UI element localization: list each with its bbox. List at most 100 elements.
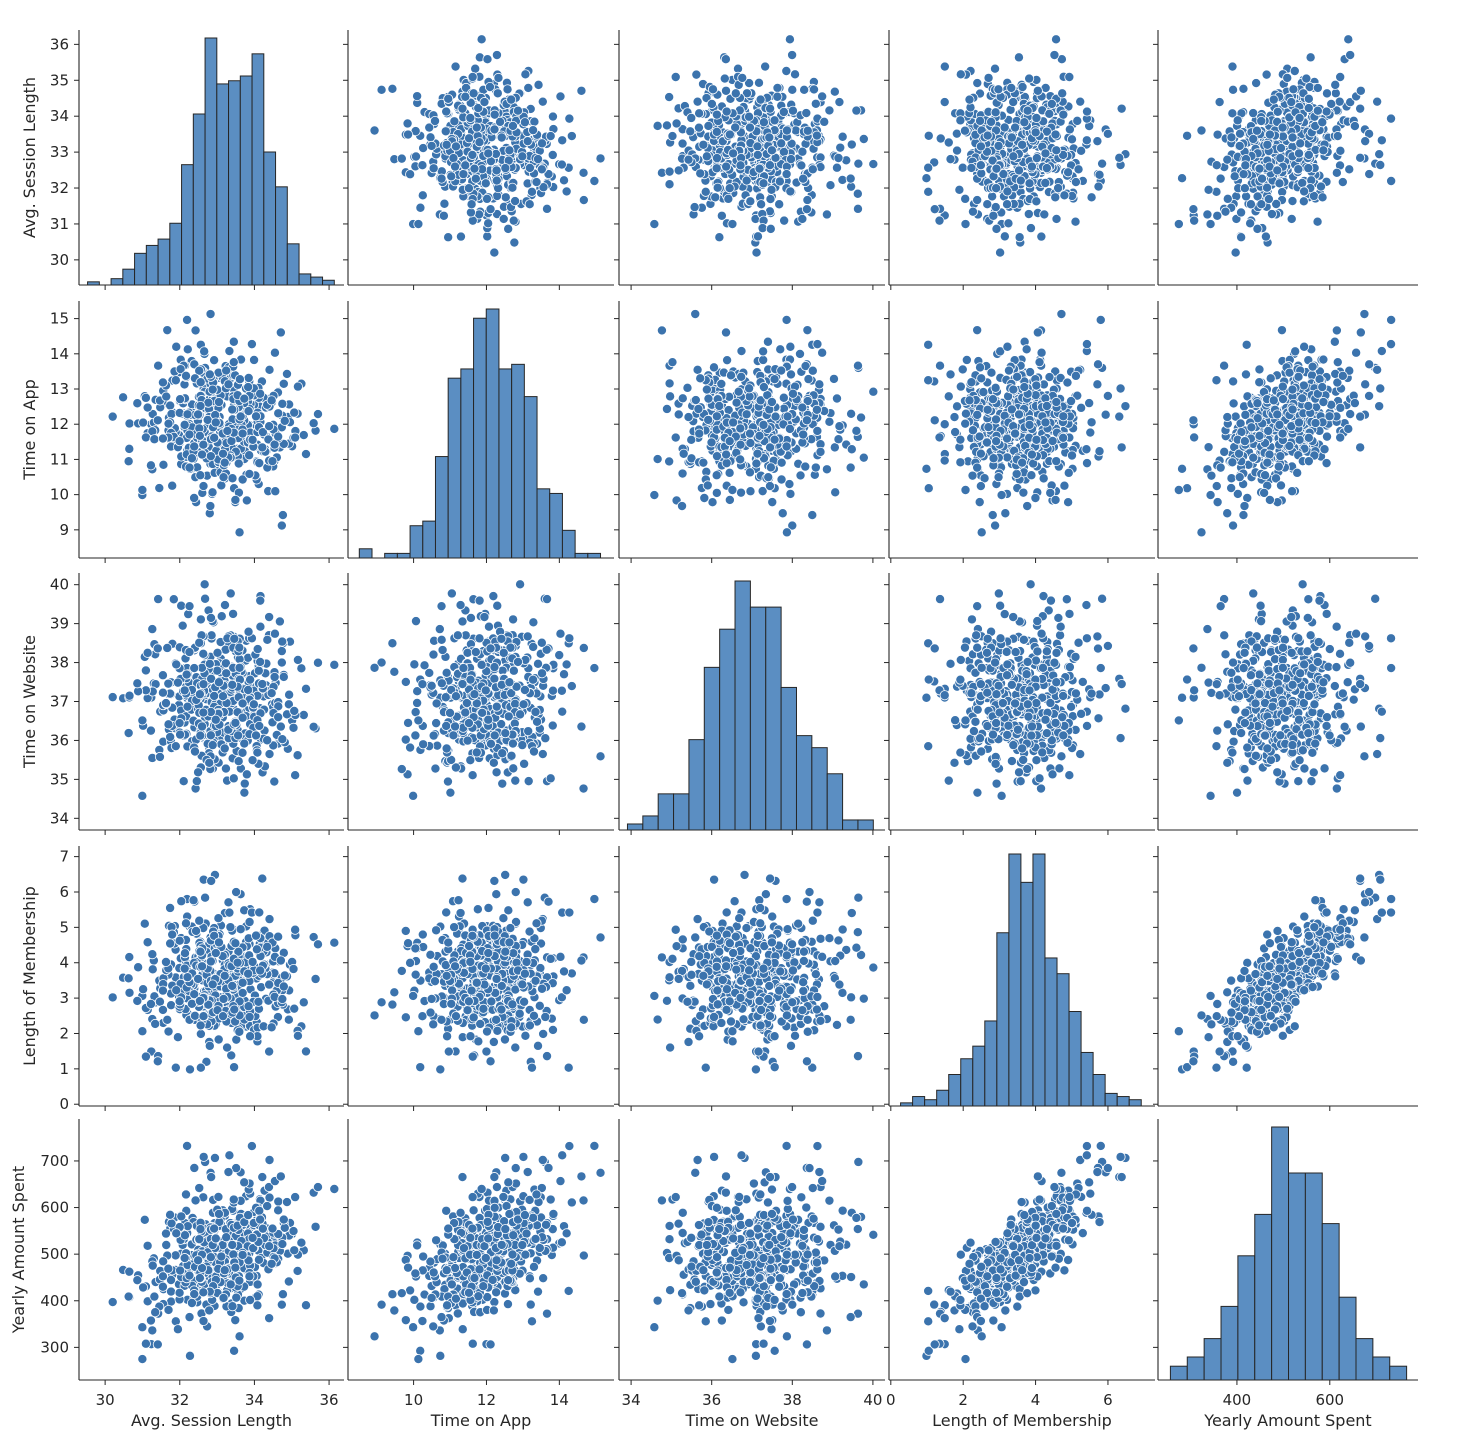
- scatter-point: [1238, 510, 1249, 521]
- scatter-point: [403, 129, 414, 140]
- scatter-point: [1094, 169, 1105, 180]
- scatter-point: [1268, 94, 1279, 105]
- scatter-point: [519, 117, 530, 128]
- y-tick-label: 15: [50, 310, 69, 328]
- scatter-point: [952, 145, 963, 156]
- scatter-point: [972, 195, 983, 206]
- scatter-point: [1205, 219, 1216, 230]
- y-tick-label: 11: [50, 450, 69, 468]
- scatter-point: [157, 377, 168, 388]
- scatter-point: [722, 355, 733, 366]
- scatter-point: [443, 93, 454, 104]
- scatter-point: [264, 612, 275, 623]
- scatter-point: [446, 171, 457, 182]
- scatter-point: [1236, 232, 1247, 243]
- y-tick-label: 38: [50, 654, 69, 672]
- scatter-point: [1318, 397, 1329, 408]
- scatter-point: [683, 412, 694, 423]
- scatter-point: [990, 520, 1001, 531]
- scatter-point: [1086, 192, 1097, 203]
- scatter-point: [787, 84, 798, 95]
- panel-time-on-app-vs-time-on-website: [614, 301, 885, 563]
- scatter-point: [1018, 487, 1029, 498]
- scatter-point: [1222, 193, 1233, 204]
- scatter-point: [239, 738, 250, 749]
- scatter-point: [270, 486, 281, 497]
- scatter-point: [824, 105, 835, 116]
- scatter-point: [1298, 196, 1309, 207]
- scatter-point: [1024, 419, 1035, 430]
- scatter-point: [1337, 177, 1348, 188]
- scatter-point: [209, 690, 220, 701]
- scatter-point: [1321, 106, 1332, 117]
- scatter-point: [292, 654, 303, 665]
- scatter-point: [1374, 149, 1385, 160]
- scatter-point: [531, 177, 542, 188]
- scatter-point: [983, 422, 994, 433]
- scatter-point: [797, 213, 808, 224]
- scatter-point: [1030, 390, 1041, 401]
- scatter-point: [157, 670, 168, 681]
- scatter-point: [436, 634, 447, 645]
- scatter-point: [237, 428, 248, 439]
- scatter-point: [764, 160, 775, 171]
- scatter-point: [227, 679, 238, 690]
- scatter-point: [329, 423, 340, 434]
- scatter-point: [664, 92, 675, 103]
- scatter-point: [755, 94, 766, 105]
- scatter-point: [157, 433, 168, 444]
- scatter-point: [1070, 216, 1081, 227]
- scatter-point: [1081, 339, 1092, 350]
- scatter-point: [686, 434, 697, 445]
- scatter-point: [545, 131, 556, 142]
- scatter-point: [542, 594, 553, 605]
- scatter-point: [686, 112, 697, 123]
- scatter-point: [834, 421, 845, 432]
- scatter-point: [766, 397, 777, 408]
- scatter-point: [811, 404, 822, 415]
- scatter-point: [464, 133, 475, 144]
- scatter-point: [460, 91, 471, 102]
- scatter-point: [1002, 199, 1013, 210]
- scatter-point: [952, 401, 963, 412]
- scatter-point: [241, 495, 252, 506]
- scatter-point: [825, 180, 836, 191]
- scatter-point: [1036, 347, 1047, 358]
- scatter-point: [1264, 494, 1275, 505]
- scatter-point: [1094, 446, 1105, 457]
- scatter-point: [1349, 398, 1360, 409]
- scatter-point: [1344, 164, 1355, 175]
- hist-bar: [322, 279, 335, 286]
- scatter-point: [974, 497, 985, 508]
- scatter-point: [754, 430, 765, 441]
- scatter-point: [693, 122, 704, 133]
- scatter-point: [1297, 393, 1308, 404]
- scatter-point: [1260, 470, 1271, 481]
- scatter-point: [448, 153, 459, 164]
- scatter-point: [1355, 411, 1366, 422]
- scatter-point: [247, 755, 258, 766]
- scatter-point: [510, 196, 521, 207]
- scatter-point: [1287, 486, 1298, 497]
- scatter-point: [683, 154, 694, 165]
- scatter-point: [972, 78, 983, 89]
- scatter-point: [1376, 346, 1387, 357]
- hist-bar: [216, 83, 230, 286]
- scatter-point: [1212, 210, 1223, 221]
- scatter-point: [1251, 125, 1262, 136]
- scatter-point: [1287, 132, 1298, 143]
- scatter-point: [987, 394, 998, 405]
- scatter-point: [758, 419, 769, 430]
- scatter-point: [737, 72, 748, 83]
- scatter-point: [714, 400, 725, 411]
- scatter-point: [1335, 432, 1346, 443]
- scatter-point: [801, 108, 812, 119]
- scatter-point: [1076, 145, 1087, 156]
- scatter-point: [752, 448, 763, 459]
- scatter-point: [281, 368, 292, 379]
- scatter-point: [191, 776, 202, 787]
- scatter-point: [1081, 444, 1092, 455]
- scatter-point: [209, 432, 220, 443]
- scatter-point: [769, 374, 780, 385]
- scatter-point: [1053, 183, 1064, 194]
